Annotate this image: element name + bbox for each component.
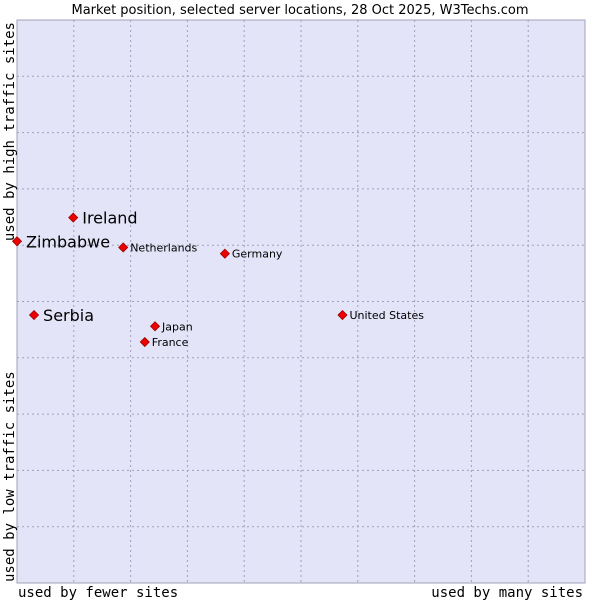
point-label-germany: Germany [232, 248, 283, 261]
y-axis-label-low: used by low traffic sites [2, 371, 18, 582]
point-label-serbia: Serbia [43, 306, 94, 325]
x-axis-label-fewer: used by fewer sites [18, 585, 178, 600]
point-label-france: France [152, 336, 189, 349]
point-marker-japan [149, 321, 161, 332]
grid-lines [17, 20, 585, 583]
point-label-japan: Japan [161, 320, 193, 333]
point-label-netherlands: Netherlands [130, 241, 197, 254]
point-marker-ireland [68, 212, 79, 223]
data-points: Ireland Zimbabwe Netherlands Germany Serbia U… [11, 209, 424, 349]
point-marker-germany [219, 248, 230, 259]
point-marker-united-states [337, 309, 348, 321]
point-marker-france [139, 336, 150, 348]
point-label-ireland: Ireland [82, 209, 137, 228]
chart-title: Market position, selected server locatio… [71, 3, 528, 18]
point-marker-zimbabwe [11, 236, 23, 247]
point-label-zimbabwe: Zimbabwe [26, 232, 110, 251]
y-axis-label-high: used by high traffic sites [2, 22, 18, 241]
point-label-united-states: United States [349, 309, 424, 322]
point-marker-serbia [28, 309, 40, 321]
x-axis-label-many: used by many sites [431, 585, 583, 600]
point-marker-netherlands [118, 242, 129, 253]
